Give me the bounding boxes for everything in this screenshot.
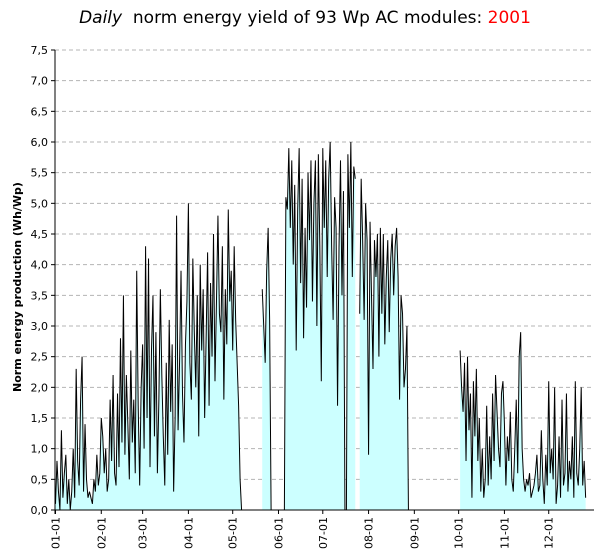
y-tick-label: 5,5 xyxy=(31,167,49,180)
y-tick-label: 6,0 xyxy=(31,136,49,149)
y-tick-label: 4,5 xyxy=(31,228,49,241)
axes xyxy=(51,49,594,514)
x-tick-label: 12-01 xyxy=(543,517,556,549)
y-axis-title: Norm energy production (Wh/Wp) xyxy=(11,182,24,392)
yield-line xyxy=(359,178,418,511)
yield-line xyxy=(459,332,587,504)
y-tick-label: 3,0 xyxy=(31,320,49,333)
chart-title-main: norm energy yield of 93 Wp AC modules: xyxy=(132,8,483,28)
y-tick-label: 2,5 xyxy=(31,351,49,364)
chart-title: Daily norm energy yield of 93 Wp AC modu… xyxy=(0,8,610,28)
y-tick-label: 0,0 xyxy=(31,504,49,517)
x-tick-label: 01-01 xyxy=(50,517,63,549)
x-tick-label: 04-01 xyxy=(182,517,195,549)
x-tick-label: 06-01 xyxy=(272,517,285,549)
x-tick-label: 03-01 xyxy=(137,517,150,549)
y-tick-label: 1,5 xyxy=(31,412,49,425)
y-tick-label: 2,0 xyxy=(31,381,49,394)
yield-area xyxy=(262,142,356,510)
y-tick-labels: 0,0 0,5 1,0 1,5 2,0 2,5 3,0 3,5 4,0 4,5 5,0 5,5 6,0 6… xyxy=(31,44,49,517)
yield-line xyxy=(55,203,243,511)
x-tick-label: 02-01 xyxy=(95,517,108,549)
y-tick-label: 7,5 xyxy=(31,44,49,57)
x-tick-label: 07-01 xyxy=(317,517,330,549)
yield-area xyxy=(359,178,418,511)
x-tick-label: 11-01 xyxy=(498,517,511,549)
y-tick-label: 1,0 xyxy=(31,443,49,456)
daily-yield-series xyxy=(55,141,587,511)
x-tick-label: 10-01 xyxy=(453,517,466,549)
y-tick-label: 6,5 xyxy=(31,105,49,118)
chart-title-year: 2001 xyxy=(487,8,531,28)
x-tick-label: 08-01 xyxy=(363,517,376,549)
y-tick-label: 3,5 xyxy=(31,289,49,302)
x-tick-label: 09-01 xyxy=(408,517,421,549)
y-tick-label: 7,0 xyxy=(31,75,49,88)
y-tick-label: 4,0 xyxy=(31,259,49,272)
y-tick-label: 0,5 xyxy=(31,473,49,486)
chart-title-italic: Daily xyxy=(79,8,123,28)
y-tick-label: 5,0 xyxy=(31,197,49,210)
x-tick-label: 05-01 xyxy=(227,517,240,549)
x-tick-labels: 01-01 02-01 03-01 04-01 05-01 06-01 07-01 08-01… xyxy=(50,517,556,549)
